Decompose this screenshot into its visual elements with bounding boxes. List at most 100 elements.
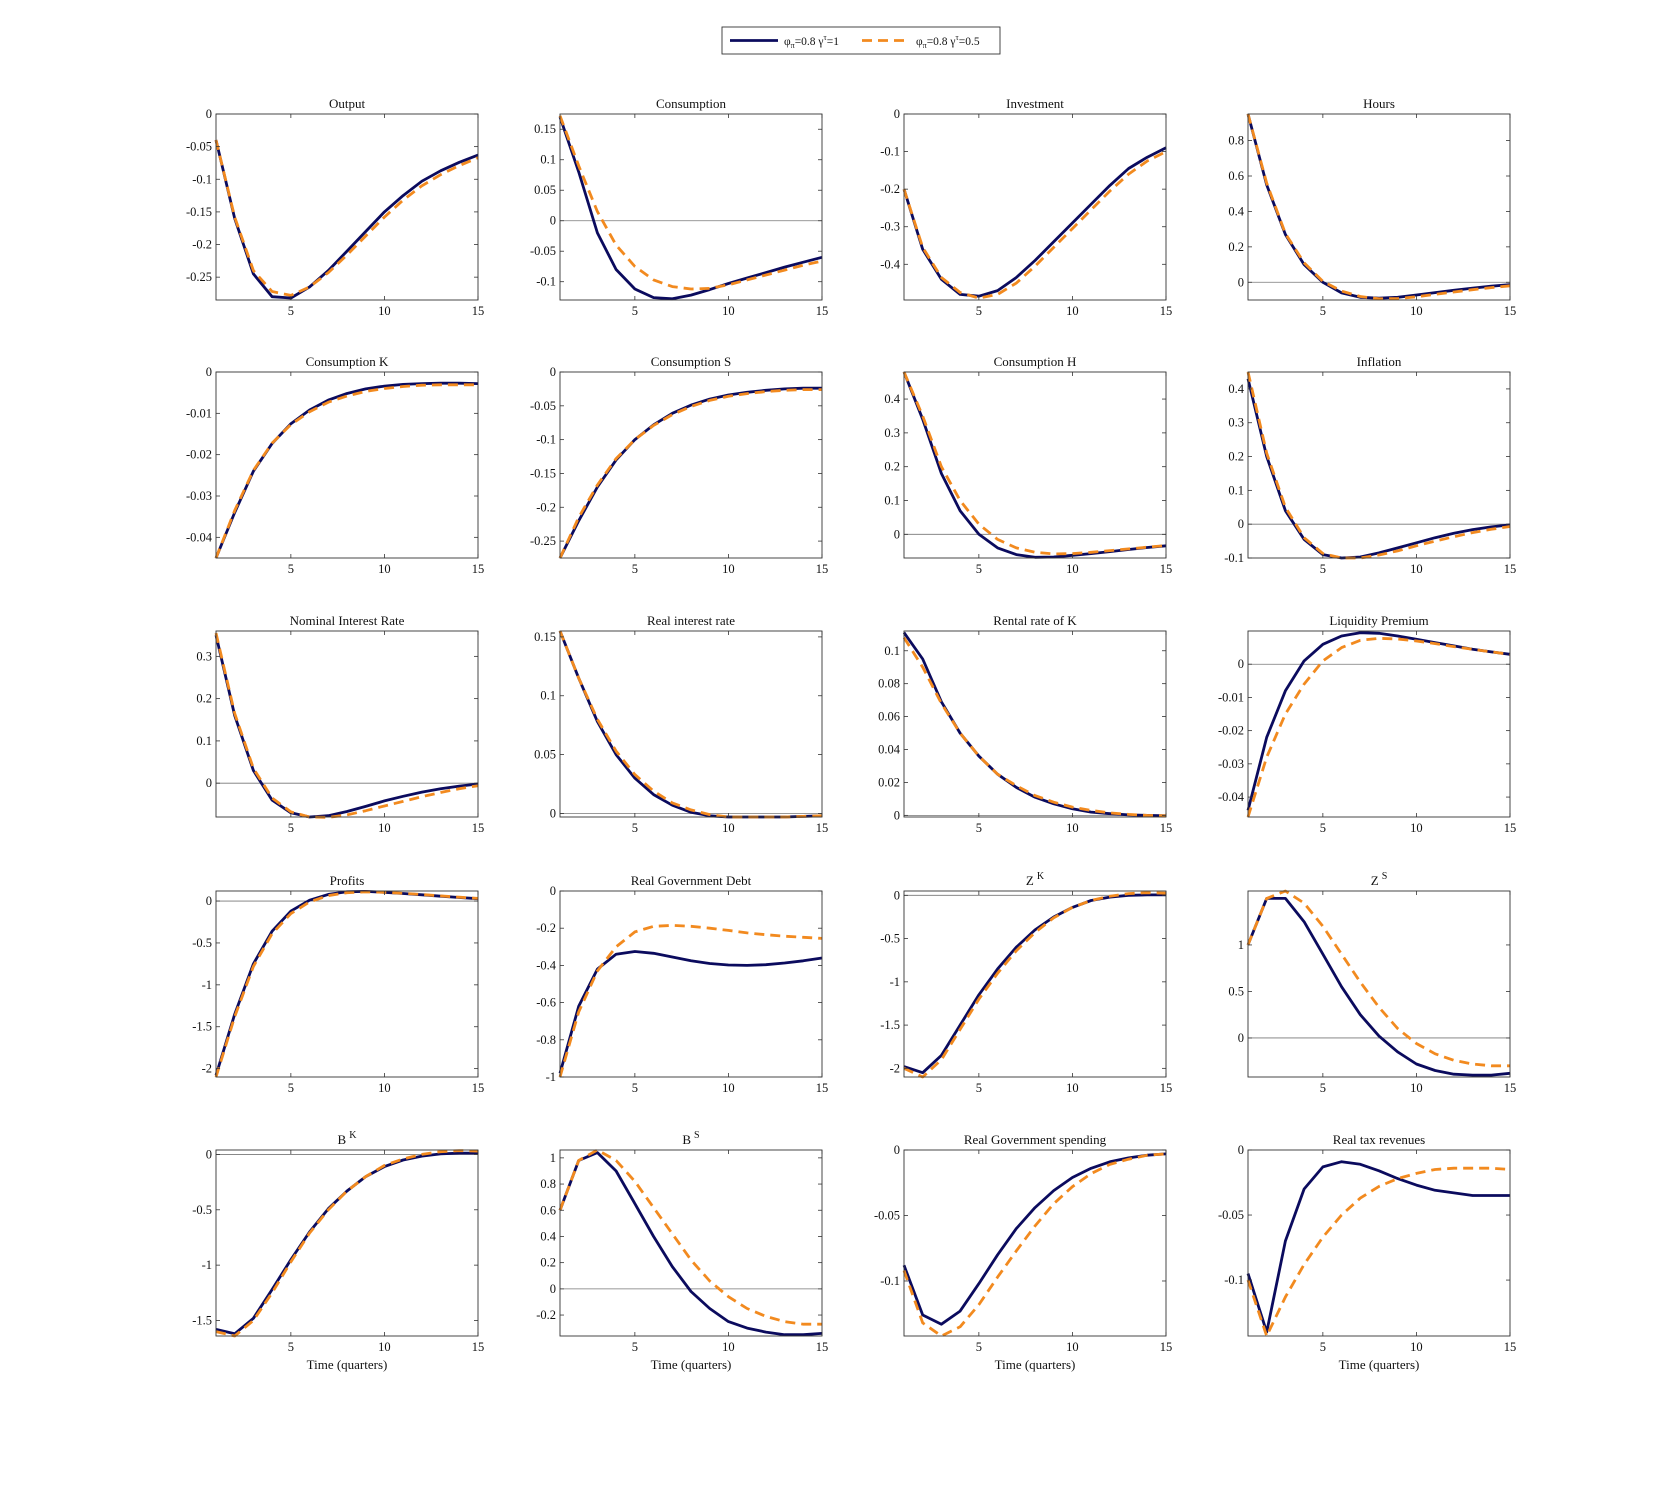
y-tick-label: 0 — [1238, 1143, 1244, 1157]
x-tick-label: 10 — [722, 1340, 735, 1354]
y-tick-label: 0 — [1238, 657, 1244, 671]
y-tick-label: -0.02 — [1218, 724, 1244, 738]
plot-frame — [559, 113, 823, 301]
y-tick-label: 0.04 — [878, 743, 901, 757]
x-tick-label: 10 — [722, 821, 735, 835]
x-tick-label: 5 — [1320, 562, 1326, 576]
y-tick-label: -0.01 — [1218, 690, 1244, 704]
plot-area — [560, 891, 822, 1077]
panel-title: Real Government Debt — [631, 873, 752, 888]
panel-grid: 0-0.05-0.1-0.15-0.2-0.255 10 15Output0.150… — [186, 96, 1516, 1372]
panel-3: 0 -0.1 -0.2 -0.3 -0.4 5 10 15 Investment — [880, 96, 1172, 318]
y-tick-label: -1 — [546, 1070, 556, 1084]
y-tick-label: -0.25 — [530, 534, 556, 548]
panel-title: Real Government spending — [964, 1132, 1107, 1147]
y-tick-label: 0.5 — [1228, 984, 1244, 998]
x-tick-label: 15 — [816, 562, 829, 576]
legend: φπ=0.8 γτ=1 φπ=0.8 γτ=0.5 — [721, 26, 1001, 55]
x-tick-label: 5 — [976, 821, 982, 835]
y-tick-label: 0.2 — [884, 460, 900, 474]
y-tick-label: -1.5 — [880, 1018, 900, 1032]
plot-area — [560, 631, 822, 817]
panel-15: 0 -0.5 -1 -1.5 -2 5 10 15 Z K — [880, 871, 1172, 1095]
y-tick-label: -0.4 — [536, 958, 557, 972]
x-axis-label: Time (quarters) — [651, 1357, 732, 1372]
plot-frame — [215, 890, 479, 1078]
plot-frame — [903, 1149, 1167, 1337]
x-tick-label: 15 — [816, 1340, 829, 1354]
x-tick-label: 15 — [816, 1081, 829, 1095]
y-tick-label: -0.1 — [1224, 551, 1244, 565]
y-tick-label: -1 — [202, 978, 212, 992]
y-tick-label: 0.4 — [540, 1229, 556, 1243]
plot-area — [1248, 891, 1510, 1077]
series-line-1 — [903, 893, 1166, 1075]
panel-title: Real tax revenues — [1333, 1132, 1425, 1147]
y-tick-label: -0.4 — [880, 257, 901, 271]
y-tick-label: 0.1 — [884, 644, 900, 658]
panel-title: Real interest rate — [647, 613, 735, 628]
x-tick-label: 5 — [1320, 821, 1326, 835]
x-tick-label: 15 — [1504, 1081, 1517, 1095]
plot-area — [904, 1150, 1166, 1336]
y-tick-label: 0 — [550, 1282, 556, 1296]
x-tick-label: 10 — [378, 1081, 391, 1095]
panel-7: 0.4 0.3 0.2 0.1 0 5 10 15 Consumption H — [884, 354, 1172, 576]
x-axis-label: Time (quarters) — [1339, 1357, 1420, 1372]
plot-area — [1248, 114, 1510, 300]
x-tick-label: 5 — [1320, 1340, 1326, 1354]
y-tick-label: 0.2 — [196, 692, 212, 706]
x-tick-label: 10 — [722, 562, 735, 576]
panel-title: Nominal Interest Rate — [290, 613, 405, 628]
plot-frame — [559, 371, 823, 559]
x-tick-label: 5 — [288, 1081, 294, 1095]
x-tick-label: 10 — [1410, 304, 1423, 318]
series-line-1 — [558, 116, 823, 301]
x-tick-label: 15 — [816, 304, 829, 318]
x-tick-label: 15 — [1504, 1340, 1517, 1354]
series-line-2 — [1246, 371, 1511, 560]
y-tick-label: -0.01 — [186, 406, 212, 420]
plot-area — [560, 1150, 822, 1336]
series-line-1 — [1246, 378, 1511, 560]
panel-12: 0 -0.01 -0.02 -0.03 -0.04 5 10 15 Liquidity Prem… — [1218, 613, 1516, 835]
series-line-1 — [1246, 897, 1511, 1077]
series-line-2 — [214, 139, 479, 297]
panel-title: Hours — [1363, 96, 1395, 111]
plot-frame — [215, 1149, 479, 1337]
y-tick-label: 0.15 — [534, 122, 556, 136]
series-line-2 — [1246, 636, 1511, 818]
y-tick-label: 0 — [206, 365, 212, 379]
y-tick-label: 0.2 — [1228, 240, 1244, 254]
plot-area — [216, 891, 478, 1077]
x-tick-label: 15 — [1160, 562, 1173, 576]
x-tick-label: 5 — [288, 821, 294, 835]
y-tick-label: -0.1 — [880, 1274, 900, 1288]
panel-16: 1 0.5 0 5 10 15 Z S — [1228, 871, 1516, 1095]
y-tick-label: -0.1 — [536, 275, 556, 289]
y-tick-label: -0.1 — [880, 145, 900, 159]
x-tick-label: 15 — [1504, 304, 1517, 318]
y-tick-label: 0 — [550, 884, 556, 898]
y-tick-label: -1.5 — [192, 1020, 212, 1034]
plot-area — [560, 372, 822, 558]
plot-area — [216, 372, 478, 558]
series-line-1 — [214, 139, 479, 300]
series-line-2 — [902, 1152, 1167, 1338]
y-tick-label: -1.5 — [192, 1314, 212, 1328]
x-tick-label: 10 — [1066, 562, 1079, 576]
series-line-2 — [214, 632, 479, 819]
y-tick-label: -0.05 — [1218, 1208, 1244, 1222]
panel-11: 0.1 0.08 0.06 0.04 0.02 0 5 10 15 Rental rate of … — [878, 613, 1172, 835]
x-tick-label: 10 — [378, 1340, 391, 1354]
plot-area — [216, 1150, 478, 1336]
series-line-2 — [215, 1149, 479, 1338]
x-tick-label: 5 — [632, 1081, 638, 1095]
plot-frame — [215, 371, 479, 559]
y-tick-label: -0.03 — [186, 489, 212, 503]
y-tick-label: 1 — [1238, 938, 1244, 952]
y-tick-label: 0 — [894, 527, 900, 541]
x-tick-label: 10 — [1410, 1081, 1423, 1095]
